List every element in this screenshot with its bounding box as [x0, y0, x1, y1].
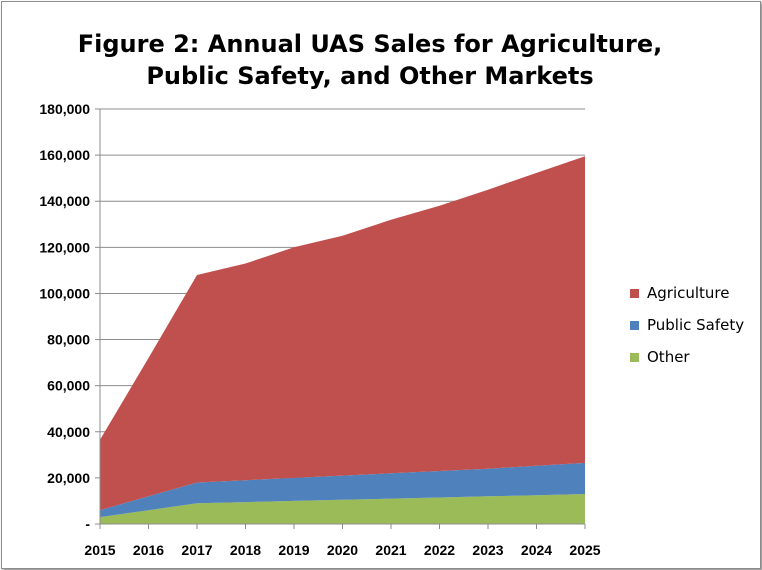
- x-tick-label: 2025: [569, 542, 600, 558]
- legend: Agriculture Public Safety Other: [630, 284, 744, 366]
- x-tick-label: 2015: [84, 542, 115, 558]
- y-tick-label: 120,000: [39, 239, 90, 255]
- y-tick-label: -: [85, 516, 90, 532]
- x-tick-label: 2017: [181, 542, 212, 558]
- legend-label-agriculture: Agriculture: [647, 284, 730, 302]
- legend-swatch-public-safety: [630, 321, 639, 330]
- y-tick-label: 40,000: [47, 424, 90, 440]
- area-series: [100, 156, 585, 524]
- x-tick-label: 2022: [424, 542, 455, 558]
- x-tick-label: 2023: [472, 542, 503, 558]
- legend-label-other: Other: [647, 348, 690, 366]
- chart-title-line-2: Public Safety, and Other Markets: [146, 62, 593, 90]
- x-tick-labels: 2015 2016 2017 2018 2019 2020 2021 2022 2023 2024…: [84, 542, 600, 558]
- y-tick-label: 180,000: [39, 101, 90, 117]
- chart-title-line-1: Figure 2: Annual UAS Sales for Agricultu…: [78, 30, 662, 58]
- area-agriculture: [100, 156, 585, 511]
- legend-swatch-agriculture: [630, 289, 639, 298]
- x-tick-label: 2024: [521, 542, 552, 558]
- y-tick-label: 80,000: [47, 332, 90, 348]
- y-tick-label: 60,000: [47, 378, 90, 394]
- x-tick-label: 2016: [133, 542, 164, 558]
- y-tick-label: 140,000: [39, 193, 90, 209]
- x-tick-label: 2019: [278, 542, 309, 558]
- area-public-safety: [100, 462, 585, 518]
- y-tick-labels: - 20,000 40,000 60,000 80,000 100,000 120,000 1…: [39, 101, 90, 532]
- x-tick-label: 2021: [375, 542, 406, 558]
- y-tick-label: 100,000: [39, 285, 90, 301]
- legend-label-public-safety: Public Safety: [647, 316, 744, 334]
- y-tick-label: 160,000: [39, 147, 90, 163]
- x-tick-label: 2018: [230, 542, 261, 558]
- axes: [95, 108, 586, 529]
- area-other: [100, 494, 585, 524]
- x-tick-label: 2020: [327, 542, 358, 558]
- y-tick-label: 20,000: [47, 470, 90, 486]
- legend-swatch-other: [630, 353, 639, 362]
